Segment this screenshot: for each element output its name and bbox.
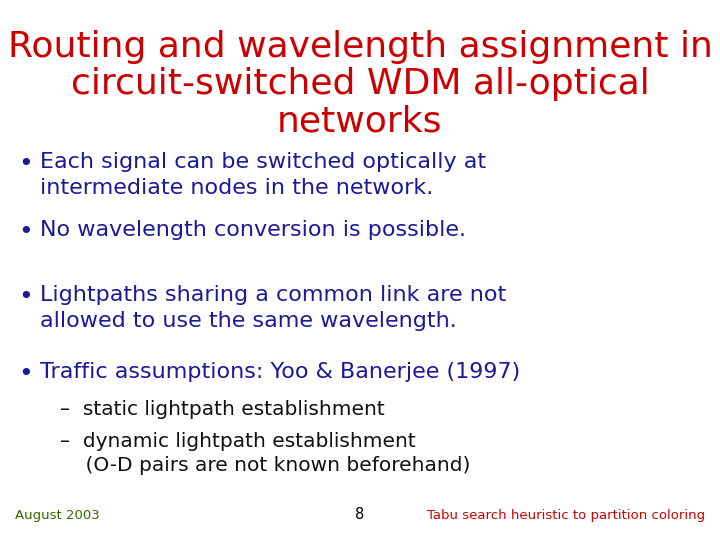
Text: 8: 8 bbox=[356, 507, 364, 522]
Text: –  static lightpath establishment: – static lightpath establishment bbox=[60, 400, 384, 419]
Text: Traffic assumptions: Yoo & Banerjee (1997): Traffic assumptions: Yoo & Banerjee (199… bbox=[40, 362, 521, 382]
Text: •: • bbox=[18, 152, 32, 176]
Text: No wavelength conversion is possible.: No wavelength conversion is possible. bbox=[40, 220, 466, 240]
Text: •: • bbox=[18, 285, 32, 309]
Text: networks: networks bbox=[277, 104, 443, 138]
Text: Tabu search heuristic to partition coloring: Tabu search heuristic to partition color… bbox=[427, 509, 705, 522]
Text: •: • bbox=[18, 362, 32, 386]
Text: –  dynamic lightpath establishment
    (O-D pairs are not known beforehand): – dynamic lightpath establishment (O-D p… bbox=[60, 432, 470, 475]
Text: August 2003: August 2003 bbox=[15, 509, 100, 522]
Text: •: • bbox=[18, 220, 32, 244]
Text: Each signal can be switched optically at
intermediate nodes in the network.: Each signal can be switched optically at… bbox=[40, 152, 486, 198]
Text: circuit-switched WDM all-optical: circuit-switched WDM all-optical bbox=[71, 67, 649, 101]
Text: Lightpaths sharing a common link are not
allowed to use the same wavelength.: Lightpaths sharing a common link are not… bbox=[40, 285, 506, 330]
Text: Routing and wavelength assignment in: Routing and wavelength assignment in bbox=[8, 30, 712, 64]
